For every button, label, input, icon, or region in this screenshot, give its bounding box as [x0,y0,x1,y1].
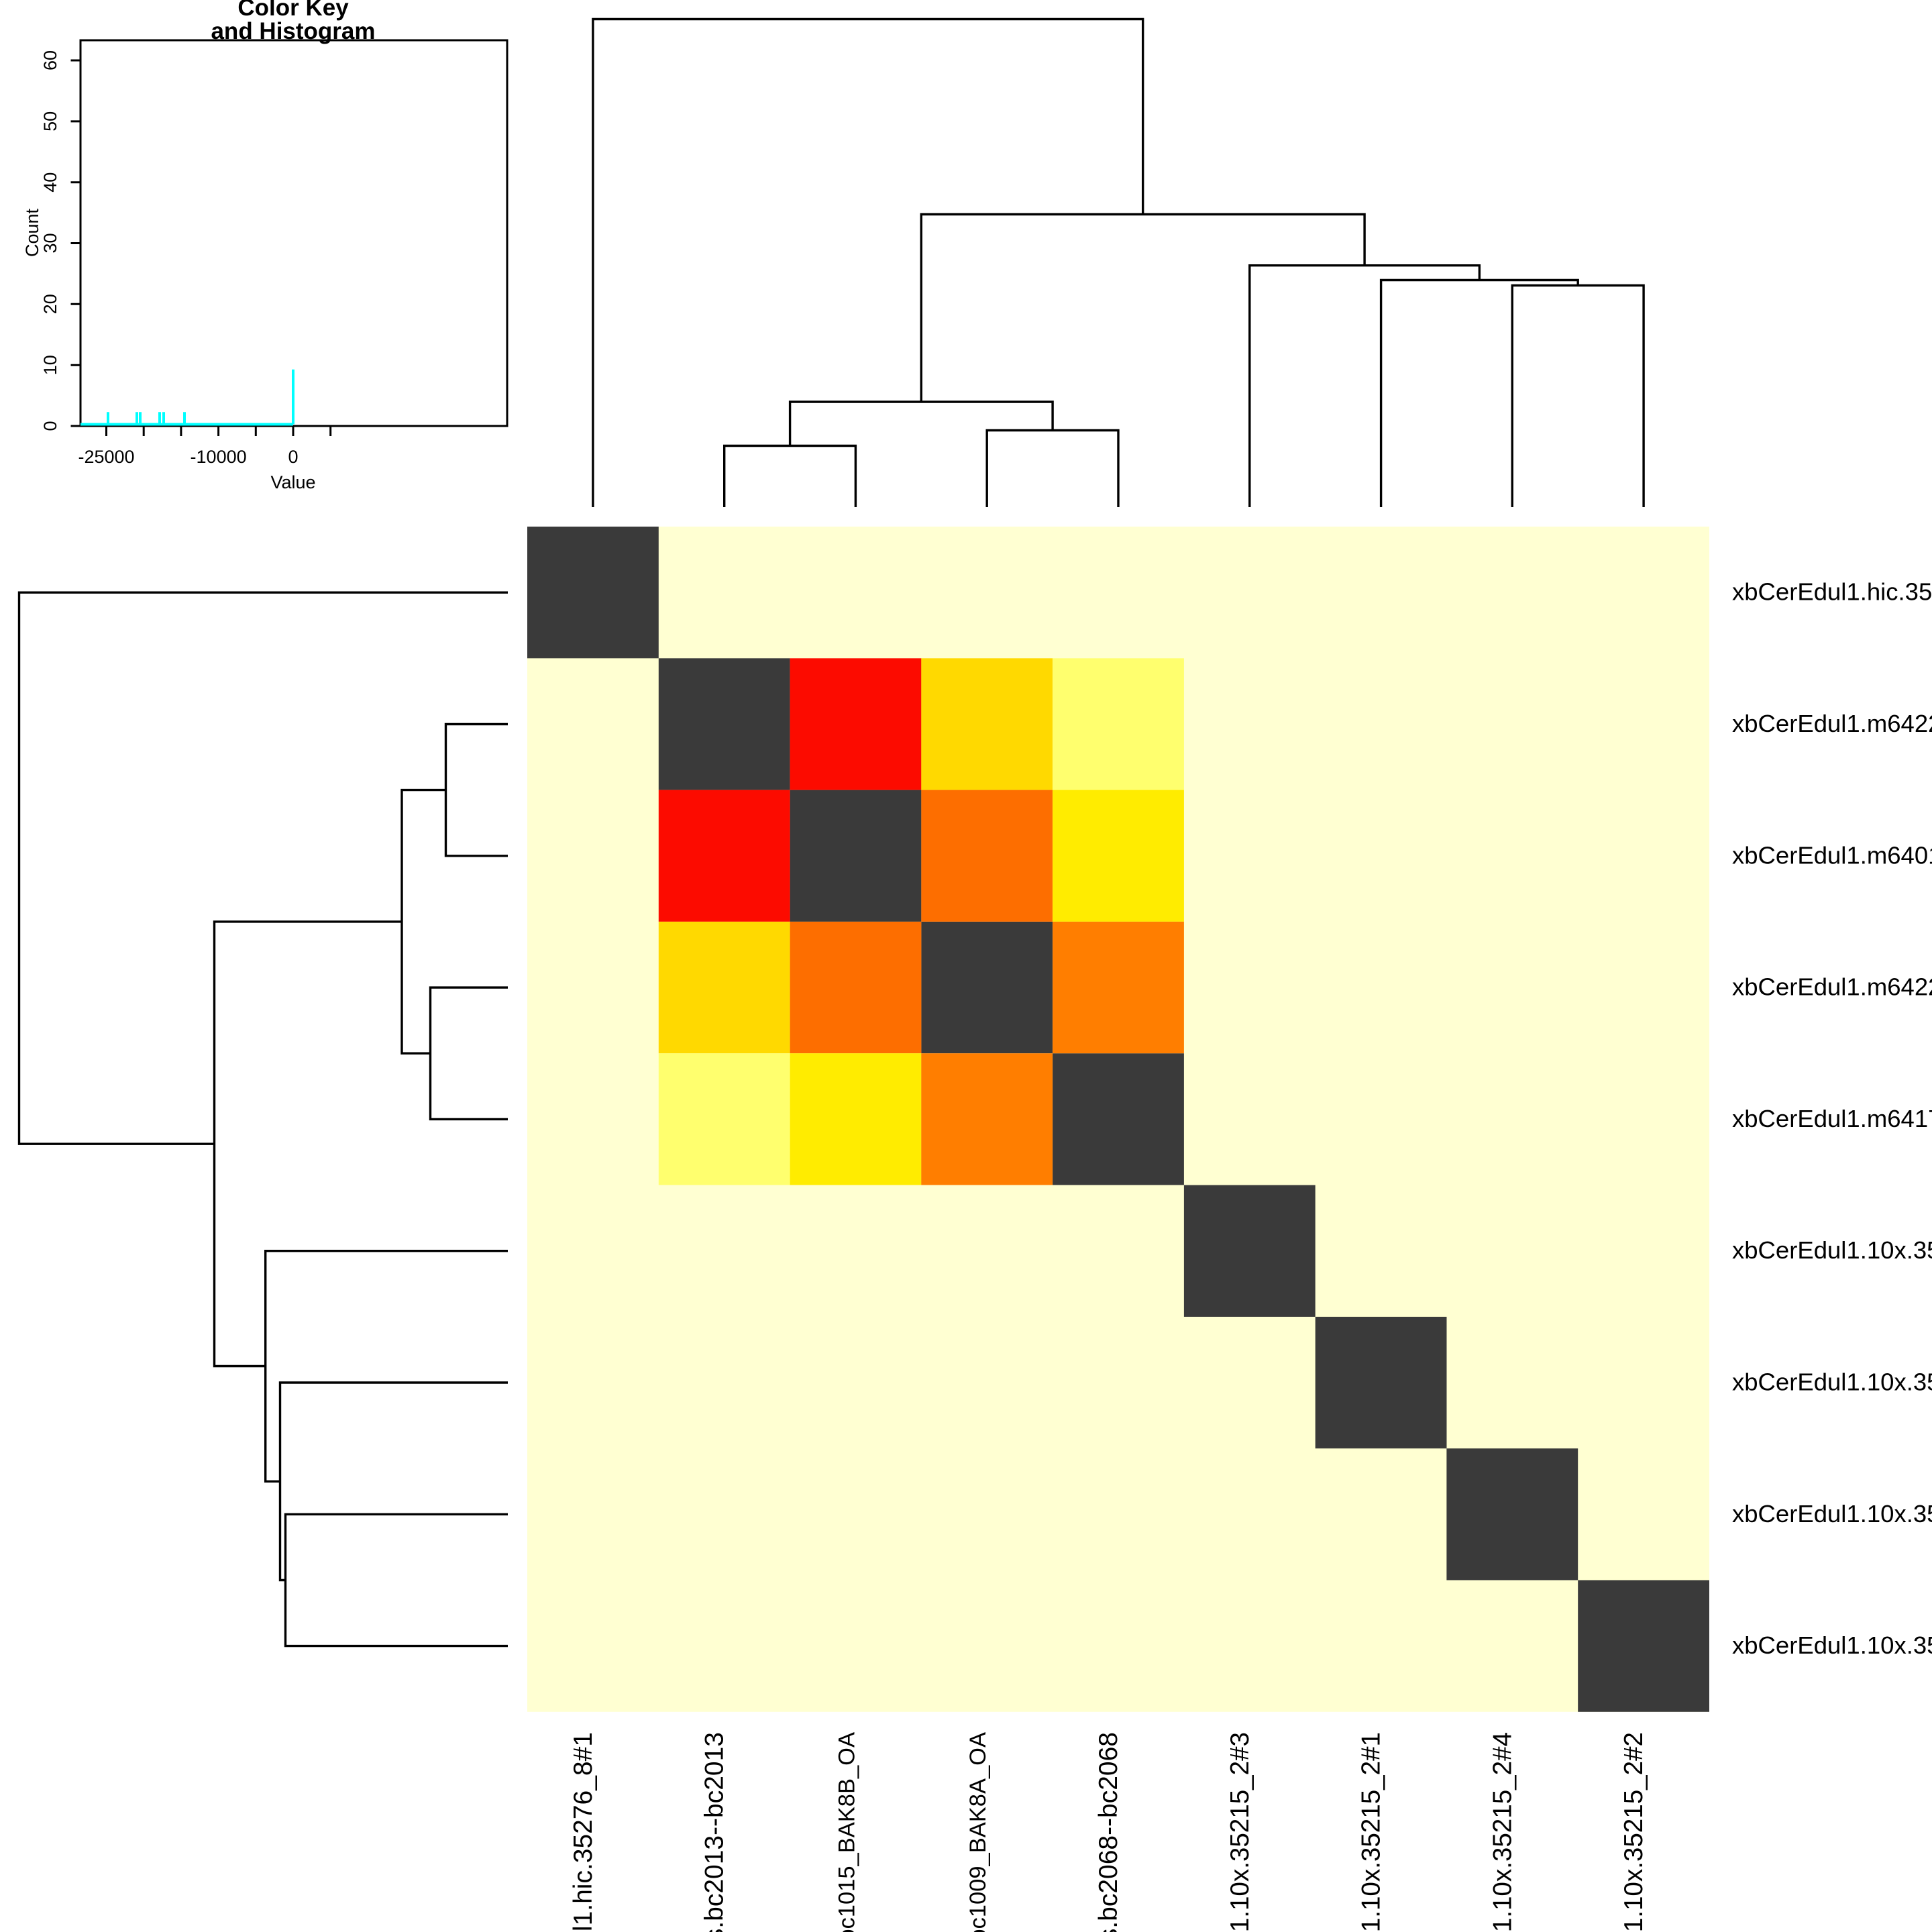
svg-text:xbCerEdul1.m64221e_221025s.bc2: xbCerEdul1.m64221e_221025s.bc2013--bc201… [700,1732,729,1932]
svg-text:xbCerEdul1.10x.35215_2#1: xbCerEdul1.10x.35215_2#1 [1732,1368,1932,1396]
svg-text:60: 60 [40,50,60,70]
svg-text:Count: Count [22,208,42,257]
svg-text:0: 0 [40,421,60,431]
svg-text:xbCerEdul1.m64174e_221030s.bc2: xbCerEdul1.m64174e_221030s.bc2068--bc206… [1094,1732,1123,1932]
svg-text:20: 20 [40,294,60,314]
svg-text:xbCerEdul1.m64014e_220611s.bc1: xbCerEdul1.m64014e_220611s.bc1015_BAK8B_… [1732,841,1932,869]
svg-text:xbCerEdul1.10x.35215_2#2: xbCerEdul1.10x.35215_2#2 [1619,1732,1648,1932]
svg-text:xbCerEdul1.10x.35215_2#4: xbCerEdul1.10x.35215_2#4 [1488,1732,1517,1932]
svg-text:xbCerEdul1.10x.35215_2#3: xbCerEdul1.10x.35215_2#3 [1732,1236,1932,1264]
svg-text:xbCerEdul1.hic.35276_8#1: xbCerEdul1.hic.35276_8#1 [569,1732,598,1932]
svg-text:xbCerEdul1.m64221e_220610s.bc1: xbCerEdul1.m64221e_220610s.bc1009_BAK8A_… [1732,973,1932,1001]
svg-text:Value: Value [270,472,315,492]
svg-text:Color Key: Color Key [237,0,349,21]
svg-text:-10000: -10000 [191,447,247,467]
svg-text:xbCerEdul1.10x.35215_2#1: xbCerEdul1.10x.35215_2#1 [1357,1732,1386,1932]
svg-text:40: 40 [40,172,60,193]
svg-text:xbCerEdul1.hic.35276_8#1: xbCerEdul1.hic.35276_8#1 [1732,578,1932,606]
svg-text:-25000: -25000 [78,447,134,467]
svg-text:and Histogram: and Histogram [211,18,375,44]
svg-text:0: 0 [288,447,298,467]
svg-text:50: 50 [40,111,60,131]
svg-text:xbCerEdul1.10x.35215_2#3: xbCerEdul1.10x.35215_2#3 [1226,1732,1254,1932]
svg-text:xbCerEdul1.m64221e_220610s.bc1: xbCerEdul1.m64221e_220610s.bc1009_BAK8A_… [965,1732,991,1932]
svg-text:xbCerEdul1.m64174e_221030s.bc2: xbCerEdul1.m64174e_221030s.bc2068--bc206… [1732,1105,1932,1132]
svg-text:xbCerEdul1.m64221e_221025s.bc2: xbCerEdul1.m64221e_221025s.bc2013--bc201… [1732,710,1932,737]
svg-text:10: 10 [40,355,60,375]
svg-text:xbCerEdul1.m64014e_220611s.bc1: xbCerEdul1.m64014e_220611s.bc1015_BAK8B_… [834,1732,859,1932]
svg-text:xbCerEdul1.10x.35215_2#4: xbCerEdul1.10x.35215_2#4 [1732,1500,1932,1527]
svg-text:xbCerEdul1.10x.35215_2#2: xbCerEdul1.10x.35215_2#2 [1732,1631,1932,1659]
svg-text:30: 30 [40,233,60,253]
